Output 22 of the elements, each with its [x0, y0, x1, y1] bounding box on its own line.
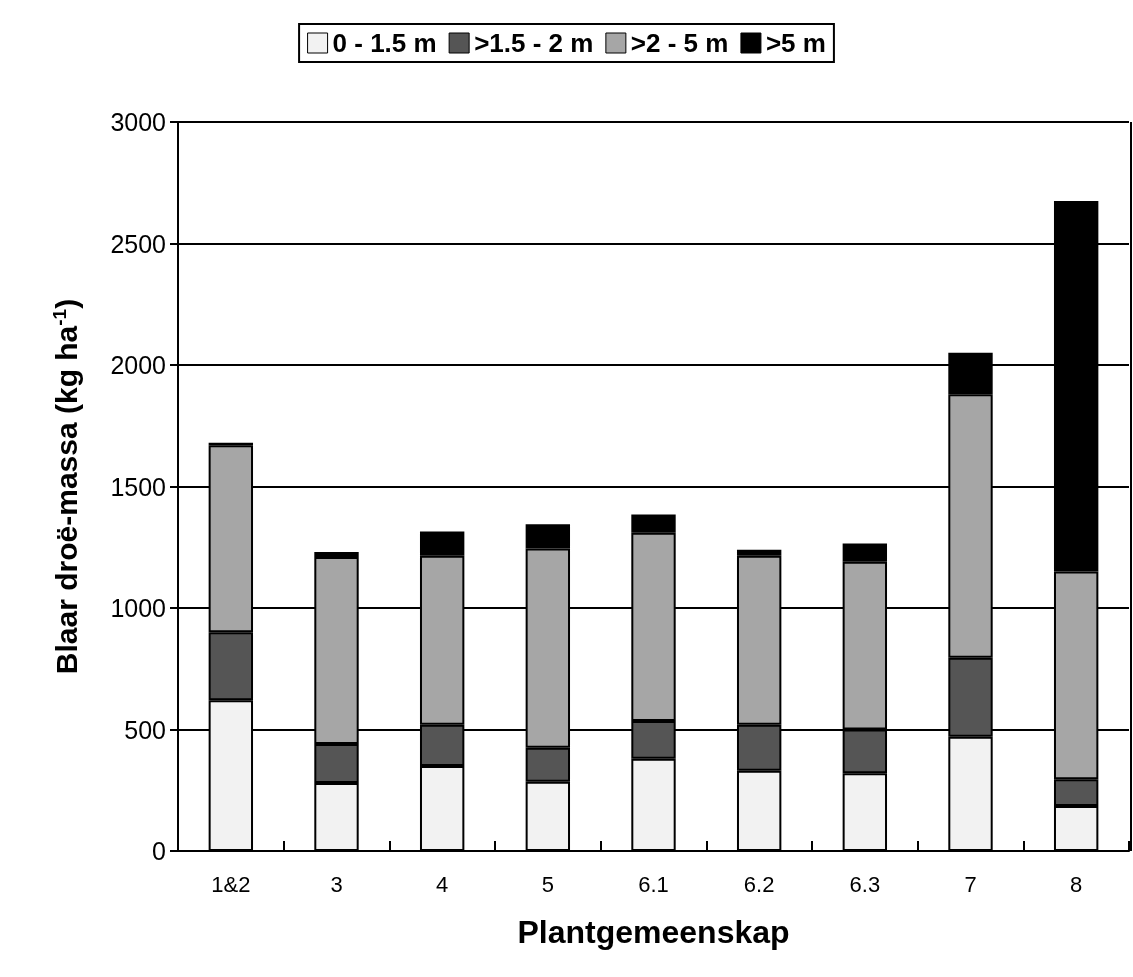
x-tick-label: 7 — [964, 871, 977, 897]
x-axis-title: Plantgemeenskap — [517, 914, 790, 950]
y-tick-label: 1000 — [110, 594, 166, 622]
legend-label: >2 - 5 m — [630, 28, 729, 58]
legend-label: 0 - 1.5 m — [332, 28, 437, 58]
x-tick-label: 3 — [330, 871, 343, 897]
y-tick-label: 3000 — [110, 108, 166, 136]
x-tick-label: 6.3 — [849, 871, 881, 897]
x-tick-label: 6.1 — [638, 871, 669, 897]
x-tick-label: 4 — [436, 871, 449, 897]
y-tick-label: 2000 — [110, 351, 166, 379]
legend-label: >1.5 - 2 m — [474, 28, 594, 58]
y-tick-label: 2500 — [110, 229, 166, 258]
y-tick-label: 500 — [124, 715, 166, 744]
y-tick-label: 1500 — [110, 472, 166, 501]
y-axis-title: Blaar droë-massa (kg ha-1) — [49, 298, 83, 675]
x-tick-label: 6.2 — [743, 871, 775, 897]
legend-label: >5 m — [765, 28, 826, 58]
x-tick-label: 1&2 — [211, 871, 251, 897]
y-tick-label: 0 — [152, 837, 166, 865]
x-tick-label: 8 — [1070, 871, 1083, 897]
x-tick-label: 5 — [541, 871, 554, 897]
